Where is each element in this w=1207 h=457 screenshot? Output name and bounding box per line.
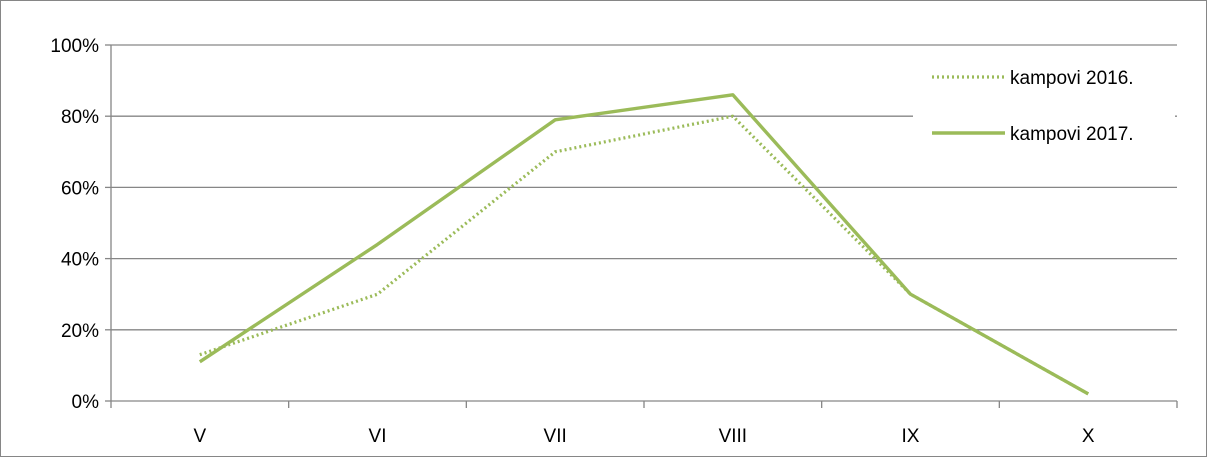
legend-background xyxy=(913,59,1175,159)
legend-label: kampovi 2016. xyxy=(1010,68,1134,89)
y-tick-label: 80% xyxy=(61,107,99,128)
legend-box xyxy=(913,59,1175,159)
x-tick-label: VII xyxy=(544,426,567,447)
x-tick-label: VIII xyxy=(719,426,748,447)
x-tick-label: VI xyxy=(369,426,387,447)
legend: kampovi 2016. kampovi 2017. xyxy=(932,68,1134,145)
series-line-1 xyxy=(199,114,1089,396)
x-tick-label: IX xyxy=(902,426,920,447)
x-tick-label: X xyxy=(1082,426,1095,447)
x-tick-label: V xyxy=(193,426,206,447)
series-line-2 xyxy=(198,93,1090,396)
series-lines xyxy=(198,93,1090,396)
x-tick-labels: V VI VII VIII IX X xyxy=(193,426,1094,447)
axes xyxy=(105,44,1178,408)
y-tick-label: 20% xyxy=(61,321,99,342)
legend-label: kampovi 2017. xyxy=(1010,124,1134,145)
y-tick-label: 100% xyxy=(50,36,99,57)
y-tick-label: 0% xyxy=(72,392,100,413)
y-tick-label: 40% xyxy=(61,250,99,271)
y-tick-labels: 0% 20% 40% 60% 80% 100% xyxy=(50,36,99,413)
y-tick-label: 60% xyxy=(61,178,99,199)
